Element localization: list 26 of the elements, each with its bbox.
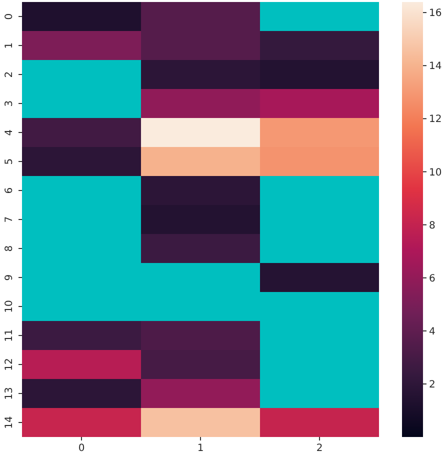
- y-tick-label: 3: [4, 100, 15, 107]
- color-bar-label: 4: [429, 326, 436, 338]
- color-bar-label: 10: [429, 167, 442, 178]
- color-bar-label: 2: [429, 379, 436, 390]
- y-tick-label: 12: [4, 358, 15, 371]
- y-tick-label: 7: [4, 216, 15, 223]
- color-bar-label: 14: [429, 61, 442, 72]
- y-tick-label: 9: [4, 274, 15, 281]
- y-tick-label: 10: [4, 300, 15, 313]
- y-tick-label: 0: [4, 13, 15, 20]
- x-tick-label: 2: [316, 443, 323, 454]
- x-tick-label: 0: [78, 443, 85, 454]
- y-tick-label: 13: [4, 387, 15, 400]
- x-tick-label: 1: [197, 443, 204, 454]
- y-tick-label: 11: [4, 329, 15, 342]
- y-tick-label: 2: [4, 71, 15, 78]
- y-tick-label: 14: [4, 416, 15, 429]
- color-bar-label: 16: [429, 8, 442, 20]
- y-tick-label: 5: [4, 158, 15, 165]
- y-tick-label: 8: [4, 245, 15, 252]
- color-bar-label: 8: [429, 220, 436, 232]
- y-tick-label: 1: [4, 42, 15, 49]
- y-tick-label: 4: [4, 129, 15, 136]
- color-bar-label: 12: [429, 114, 442, 126]
- color-bar-label: 6: [429, 273, 436, 284]
- y-tick-label: 6: [4, 187, 15, 194]
